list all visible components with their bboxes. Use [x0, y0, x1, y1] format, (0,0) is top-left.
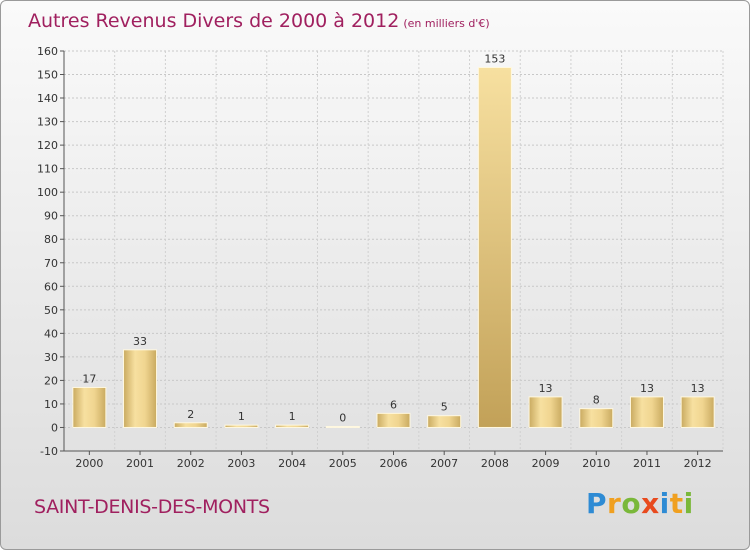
y-tick-label: 80	[44, 233, 58, 246]
x-tick-label: 2002	[177, 457, 205, 470]
x-tick-label: 2010	[582, 457, 610, 470]
value-label: 13	[691, 382, 705, 395]
x-tick-label: 2012	[684, 457, 712, 470]
value-label: 5	[441, 401, 448, 414]
axes	[60, 50, 723, 455]
y-tick-label: 160	[37, 45, 58, 58]
bar	[376, 412, 411, 428]
bar	[629, 396, 664, 428]
chart-title: Autres Revenus Divers de 2000 à 2012 (en …	[28, 10, 490, 32]
value-label: 6	[390, 398, 397, 411]
value-label: 17	[82, 372, 96, 385]
x-tick-label: 2004	[278, 457, 306, 470]
y-tick-label: -10	[40, 445, 58, 458]
bar	[325, 425, 360, 428]
proxiti-logo: Proxiti	[586, 487, 694, 520]
bar	[528, 396, 563, 428]
y-tick-label: 40	[44, 327, 58, 340]
x-tick-label: 2011	[633, 457, 661, 470]
value-label: 8	[593, 394, 600, 407]
x-tick-label: 2009	[532, 457, 560, 470]
bar	[275, 424, 310, 428]
y-tick-label: 120	[37, 139, 58, 152]
value-labels: 17 33 2 1 1 0 6 5 153 13 8 13 13	[82, 52, 704, 424]
bar	[224, 424, 259, 428]
bar	[477, 66, 512, 428]
bar	[72, 386, 107, 428]
y-tick-label: 130	[37, 116, 58, 129]
y-tick-label: 70	[44, 257, 58, 270]
y-tick-label: 60	[44, 280, 58, 293]
value-label: 13	[539, 382, 553, 395]
value-label: 153	[484, 52, 505, 65]
bar	[123, 349, 158, 428]
bar	[680, 396, 715, 428]
x-tick-label: 2006	[380, 457, 408, 470]
bar	[579, 408, 614, 428]
value-label: 2	[187, 408, 194, 421]
x-tick-label: 2001	[126, 457, 154, 470]
x-tick-label: 2008	[481, 457, 509, 470]
value-label: 33	[133, 335, 147, 348]
value-label: 1	[238, 410, 245, 423]
x-tick-label: 2000	[75, 457, 103, 470]
value-label: 13	[640, 382, 654, 395]
y-tick-label: 110	[37, 163, 58, 176]
x-tick-label: 2005	[329, 457, 357, 470]
y-tick-label: 140	[37, 92, 58, 105]
x-tick-labels: 2000 2001 2002 2003 2004 2005 2006 2007 2008 2009…	[75, 457, 711, 470]
bar	[427, 415, 462, 428]
y-tick-label: 50	[44, 304, 58, 317]
y-tick-label: 30	[44, 351, 58, 364]
value-label: 1	[289, 410, 296, 423]
title-text: Autres Revenus Divers de 2000 à 2012	[28, 10, 400, 32]
y-tick-labels: -10 0 10 20 30 40 50 60 70 80 90 100 110 120 130 140 150…	[37, 45, 58, 458]
bars	[72, 66, 715, 428]
bar	[173, 422, 208, 428]
y-tick-label: 90	[44, 210, 58, 223]
x-tick-label: 2007	[430, 457, 458, 470]
y-tick-label: 10	[44, 398, 58, 411]
y-tick-label: 20	[44, 374, 58, 387]
y-tick-label: 150	[37, 69, 58, 82]
place-name: SAINT-DENIS-DES-MONTS	[34, 496, 270, 518]
subtitle-text: (en milliers d'€)	[403, 17, 490, 30]
y-tick-label: 0	[51, 421, 58, 434]
x-tick-label: 2003	[227, 457, 255, 470]
y-tick-label: 100	[37, 186, 58, 199]
grid-lines	[63, 50, 724, 452]
value-label: 0	[339, 411, 346, 424]
